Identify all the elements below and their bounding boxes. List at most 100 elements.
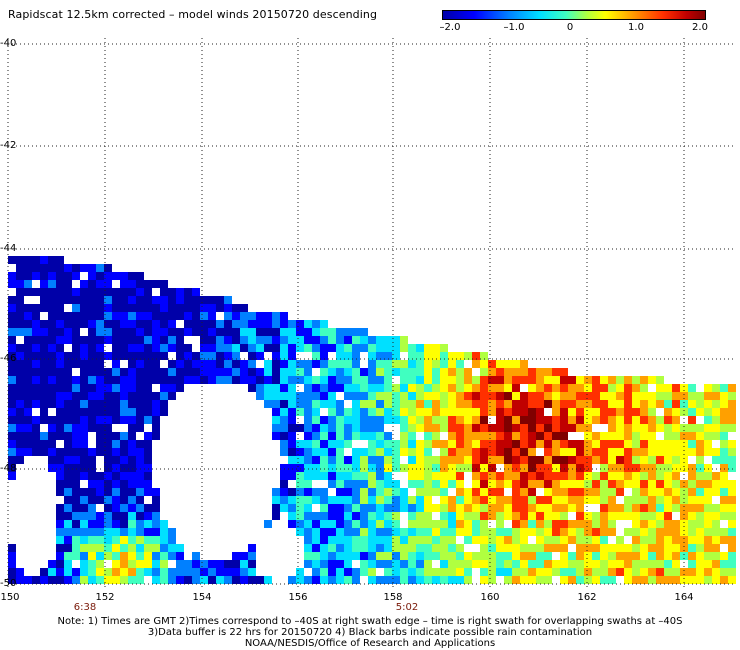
wind-cell bbox=[448, 432, 456, 440]
wind-cell bbox=[224, 320, 232, 328]
wind-cell bbox=[392, 416, 400, 424]
wind-cell bbox=[384, 552, 392, 560]
wind-cell bbox=[64, 416, 72, 424]
wind-cell bbox=[56, 464, 64, 472]
wind-cell bbox=[368, 456, 376, 464]
wind-cell bbox=[48, 336, 56, 344]
wind-cell bbox=[488, 408, 496, 416]
wind-cell bbox=[56, 360, 64, 368]
wind-cell bbox=[32, 576, 40, 584]
wind-cell bbox=[232, 304, 240, 312]
wind-cell bbox=[344, 560, 352, 568]
wind-cell bbox=[648, 528, 656, 536]
wind-cell bbox=[72, 472, 80, 480]
wind-cell bbox=[136, 320, 144, 328]
wind-cell bbox=[608, 496, 616, 504]
wind-cell bbox=[496, 504, 504, 512]
wind-cell bbox=[368, 336, 376, 344]
wind-cell bbox=[648, 488, 656, 496]
wind-cell bbox=[296, 368, 304, 376]
wind-cell bbox=[616, 456, 624, 464]
wind-cell bbox=[120, 488, 128, 496]
wind-cell bbox=[408, 464, 416, 472]
wind-cell bbox=[168, 552, 176, 560]
wind-cell bbox=[120, 456, 128, 464]
wind-cell bbox=[328, 384, 336, 392]
wind-cell bbox=[336, 408, 344, 416]
wind-cell bbox=[504, 408, 512, 416]
wind-cell bbox=[264, 312, 272, 320]
wind-cell bbox=[664, 512, 672, 520]
wind-cell bbox=[272, 400, 280, 408]
wind-cell bbox=[8, 408, 16, 416]
wind-cell bbox=[128, 456, 136, 464]
wind-cell bbox=[392, 392, 400, 400]
wind-cell bbox=[320, 432, 328, 440]
wind-cell bbox=[296, 344, 304, 352]
wind-cell bbox=[56, 336, 64, 344]
wind-cell bbox=[304, 560, 312, 568]
wind-cell bbox=[280, 368, 288, 376]
wind-cell bbox=[392, 448, 400, 456]
wind-cell bbox=[392, 552, 400, 560]
wind-cell bbox=[128, 552, 136, 560]
wind-cell bbox=[24, 368, 32, 376]
wind-cell bbox=[680, 536, 688, 544]
wind-cell bbox=[704, 576, 712, 584]
wind-cell bbox=[376, 416, 384, 424]
wind-cell bbox=[584, 392, 592, 400]
wind-cell bbox=[560, 464, 568, 472]
wind-cell bbox=[672, 440, 680, 448]
wind-cell bbox=[96, 336, 104, 344]
wind-cell bbox=[48, 272, 56, 280]
wind-cell bbox=[464, 568, 472, 576]
wind-cell bbox=[608, 512, 616, 520]
wind-cell bbox=[304, 504, 312, 512]
wind-cell bbox=[488, 560, 496, 568]
wind-cell bbox=[680, 448, 688, 456]
wind-cell bbox=[560, 472, 568, 480]
wind-cell bbox=[120, 520, 128, 528]
wind-cell bbox=[344, 496, 352, 504]
wind-cell bbox=[64, 576, 72, 584]
wind-cell bbox=[424, 528, 432, 536]
wind-cell bbox=[80, 288, 88, 296]
wind-cell bbox=[640, 480, 648, 488]
wind-cell bbox=[264, 392, 272, 400]
wind-cell bbox=[496, 536, 504, 544]
wind-cell bbox=[72, 392, 80, 400]
wind-cell bbox=[288, 368, 296, 376]
wind-cell bbox=[576, 536, 584, 544]
wind-cell bbox=[536, 456, 544, 464]
wind-cell bbox=[480, 368, 488, 376]
wind-cell bbox=[320, 512, 328, 520]
wind-cell bbox=[424, 352, 432, 360]
wind-cell bbox=[136, 440, 144, 448]
wind-cell bbox=[704, 392, 712, 400]
wind-cell bbox=[600, 488, 608, 496]
wind-cell bbox=[512, 576, 520, 584]
wind-cell bbox=[656, 456, 664, 464]
wind-cell bbox=[400, 536, 408, 544]
wind-cell bbox=[136, 520, 144, 528]
wind-cell bbox=[664, 384, 672, 392]
wind-cell bbox=[680, 504, 688, 512]
wind-cell bbox=[288, 400, 296, 408]
wind-cell bbox=[696, 576, 704, 584]
wind-cell bbox=[248, 336, 256, 344]
wind-cell bbox=[240, 336, 248, 344]
wind-cell bbox=[392, 520, 400, 528]
wind-cell bbox=[440, 568, 448, 576]
wind-cell bbox=[344, 480, 352, 488]
wind-cell bbox=[112, 504, 120, 512]
wind-cell bbox=[152, 328, 160, 336]
wind-cell bbox=[432, 360, 440, 368]
wind-cell bbox=[248, 352, 256, 360]
wind-cell bbox=[560, 576, 568, 584]
wind-cell bbox=[712, 520, 720, 528]
wind-cell bbox=[104, 400, 112, 408]
wind-cell bbox=[176, 352, 184, 360]
wind-cell bbox=[56, 400, 64, 408]
wind-cell bbox=[720, 440, 728, 448]
wind-cell bbox=[48, 464, 56, 472]
